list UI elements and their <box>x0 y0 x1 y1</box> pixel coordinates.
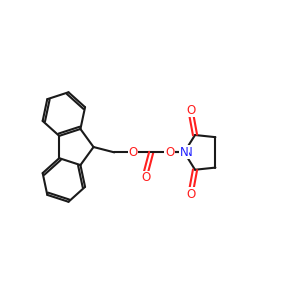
Text: O: O <box>165 146 174 159</box>
Text: N: N <box>180 146 189 159</box>
Text: O: O <box>128 146 137 159</box>
Text: O: O <box>187 104 196 117</box>
Text: O: O <box>187 188 196 201</box>
Text: N: N <box>184 146 192 159</box>
Text: O: O <box>141 171 151 184</box>
